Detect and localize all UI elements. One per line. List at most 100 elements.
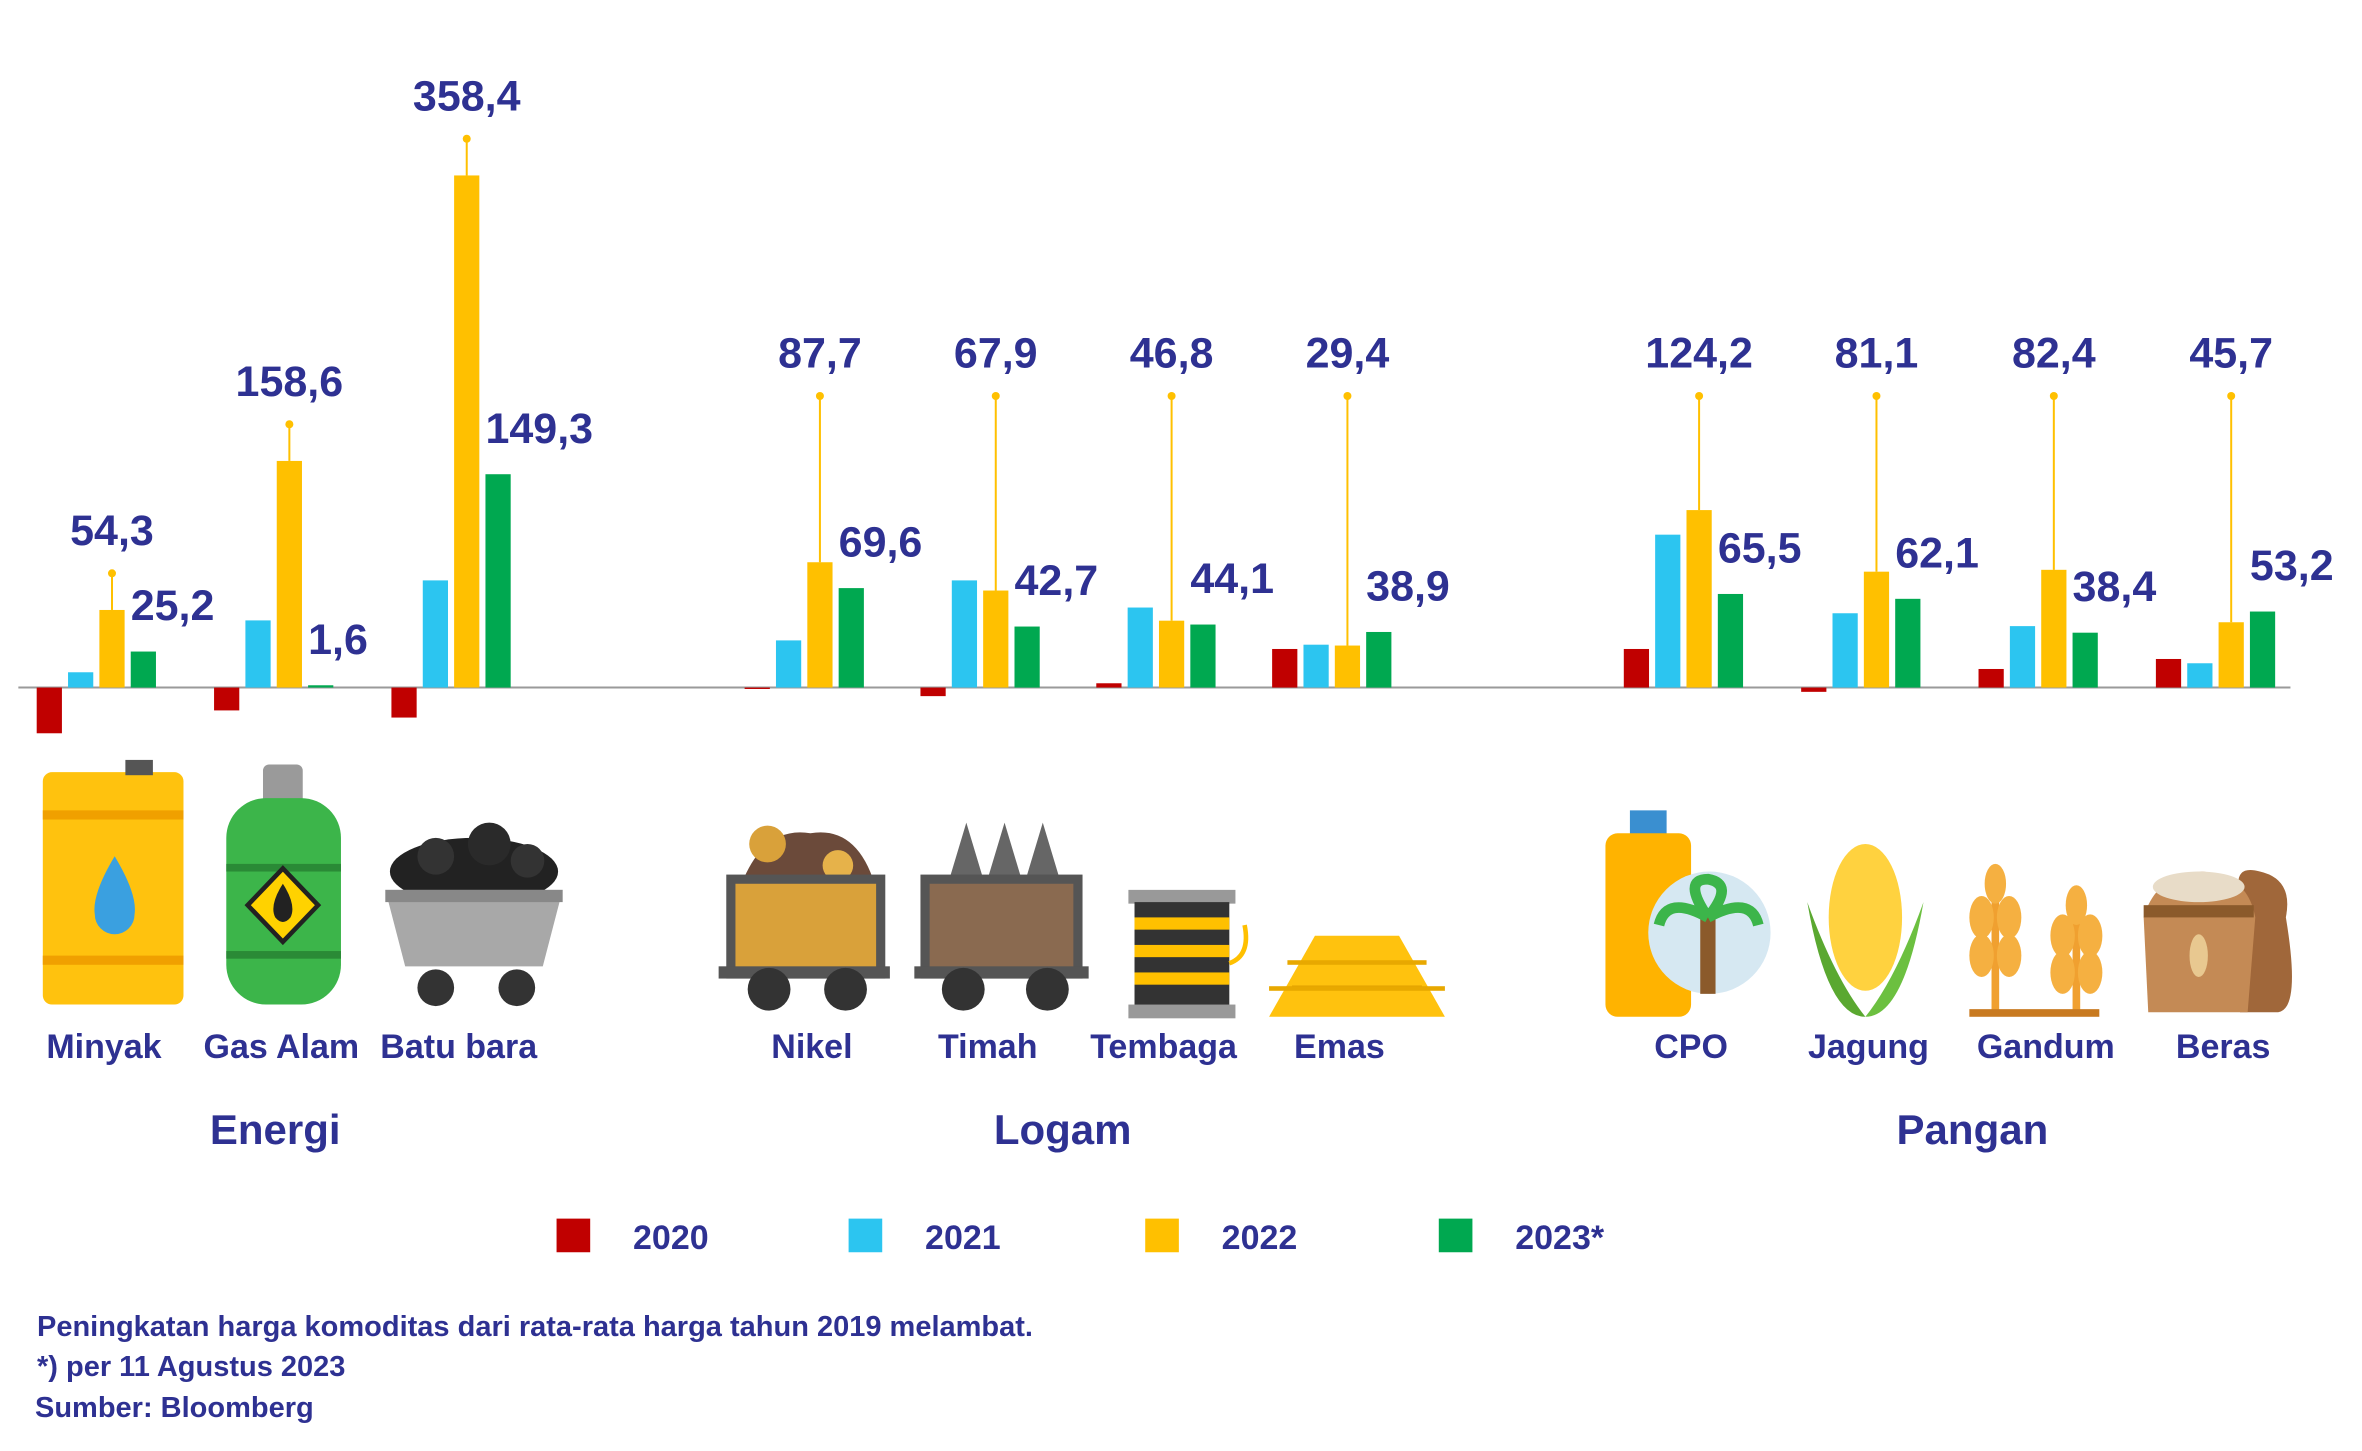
bar xyxy=(485,474,511,688)
value-label: 46,8 xyxy=(1130,330,1214,378)
leader-dot xyxy=(815,392,824,401)
value-label: 124,2 xyxy=(1645,330,1753,378)
leader-dot xyxy=(462,134,471,143)
icon-coal xyxy=(385,822,563,1007)
value-label: 44,1 xyxy=(1190,555,1274,603)
category-label: Beras xyxy=(2176,1028,2271,1066)
value-label: 1,6 xyxy=(308,616,368,664)
note: *) per 11 Agustus 2023 xyxy=(37,1351,345,1383)
bar xyxy=(1014,626,1040,688)
category-label: Timah xyxy=(938,1028,1038,1066)
bar xyxy=(1190,624,1216,688)
value-label: 53,2 xyxy=(2250,542,2334,590)
icon-rice xyxy=(2143,870,2292,1013)
value-label: 82,4 xyxy=(2012,330,2096,378)
bar xyxy=(1623,648,1650,688)
bar xyxy=(1717,593,1744,688)
value-label: 54,3 xyxy=(70,507,154,555)
value-label: 62,1 xyxy=(1895,529,1979,577)
bar xyxy=(1801,687,1827,692)
bar xyxy=(1895,598,1921,688)
bar xyxy=(245,620,271,688)
icon-corn xyxy=(1807,844,1924,1017)
category-label: Gandum xyxy=(1977,1028,2115,1066)
category-label: CPO xyxy=(1654,1028,1728,1066)
value-label: 158,6 xyxy=(236,358,344,406)
bar xyxy=(2218,622,2244,688)
bar xyxy=(2009,626,2036,688)
leader-dot xyxy=(2227,392,2236,401)
bar xyxy=(1303,644,1329,688)
bar xyxy=(1978,668,2004,688)
icon-oil xyxy=(42,759,184,1005)
legend-swatch xyxy=(1145,1218,1179,1253)
bar xyxy=(36,687,62,734)
icon-nickel xyxy=(718,825,890,1011)
bar xyxy=(391,687,417,718)
bar xyxy=(454,175,480,688)
value-label: 38,9 xyxy=(1366,563,1450,611)
value-label: 25,2 xyxy=(131,582,215,630)
bar xyxy=(920,687,946,697)
legend-swatch xyxy=(1438,1218,1473,1253)
bar xyxy=(1158,620,1185,688)
source: Sumber: Bloomberg xyxy=(35,1392,314,1424)
leader-dot xyxy=(1343,392,1352,401)
value-label: 29,4 xyxy=(1306,330,1390,378)
bar xyxy=(744,687,770,689)
bar xyxy=(775,640,802,688)
legend-label: 2021 xyxy=(925,1219,1001,1257)
bar xyxy=(838,588,864,688)
bar xyxy=(983,590,1009,688)
bar xyxy=(1334,645,1361,688)
value-label: 87,7 xyxy=(778,330,862,378)
category-label: Gas Alam xyxy=(204,1028,360,1066)
group-label: Logam xyxy=(994,1106,1132,1153)
bar xyxy=(1655,534,1681,688)
category-label: Nikel xyxy=(771,1028,852,1066)
category-label: Minyak xyxy=(46,1028,161,1066)
bar xyxy=(1096,683,1122,688)
bar xyxy=(1863,571,1890,688)
bar xyxy=(1832,613,1858,688)
bar xyxy=(68,672,94,688)
legend-label: 2020 xyxy=(633,1219,709,1257)
bar xyxy=(807,562,833,688)
bar xyxy=(951,580,978,688)
bar xyxy=(1272,648,1298,688)
bar xyxy=(99,609,125,688)
leader-dot xyxy=(1695,392,1704,401)
icon-cpo xyxy=(1605,810,1771,1017)
value-label: 149,3 xyxy=(485,405,593,453)
legend-label: 2023* xyxy=(1515,1219,1605,1257)
value-label: 81,1 xyxy=(1835,330,1919,378)
value-label: 45,7 xyxy=(2189,330,2273,378)
category-label: Emas xyxy=(1294,1028,1385,1066)
leader-dot xyxy=(991,392,1000,401)
icon-gold xyxy=(1269,935,1445,1017)
bar xyxy=(2187,663,2213,688)
icon-tin xyxy=(914,822,1089,1011)
bar xyxy=(2155,658,2182,688)
value-label: 42,7 xyxy=(1014,557,1098,605)
value-label: 358,4 xyxy=(413,72,521,120)
legend-label: 2022 xyxy=(1222,1219,1298,1257)
bar xyxy=(130,651,156,688)
icon-wheat xyxy=(1969,863,2103,1017)
bar xyxy=(2072,632,2098,688)
bar xyxy=(1127,607,1153,688)
value-label: 69,6 xyxy=(839,519,923,567)
icons xyxy=(42,759,2292,1019)
leader-dot xyxy=(107,569,116,578)
bar xyxy=(308,685,334,688)
note: Peningkatan harga komoditas dari rata-ra… xyxy=(37,1311,1033,1343)
leader-dot xyxy=(1167,392,1176,401)
bar xyxy=(2041,569,2067,688)
value-label: 38,4 xyxy=(2073,563,2157,611)
icon-gas xyxy=(226,764,341,1005)
group-label: Energi xyxy=(210,1106,341,1153)
bar xyxy=(422,580,448,688)
category-label: Batu bara xyxy=(380,1028,538,1066)
category-label: Jagung xyxy=(1808,1028,1929,1066)
